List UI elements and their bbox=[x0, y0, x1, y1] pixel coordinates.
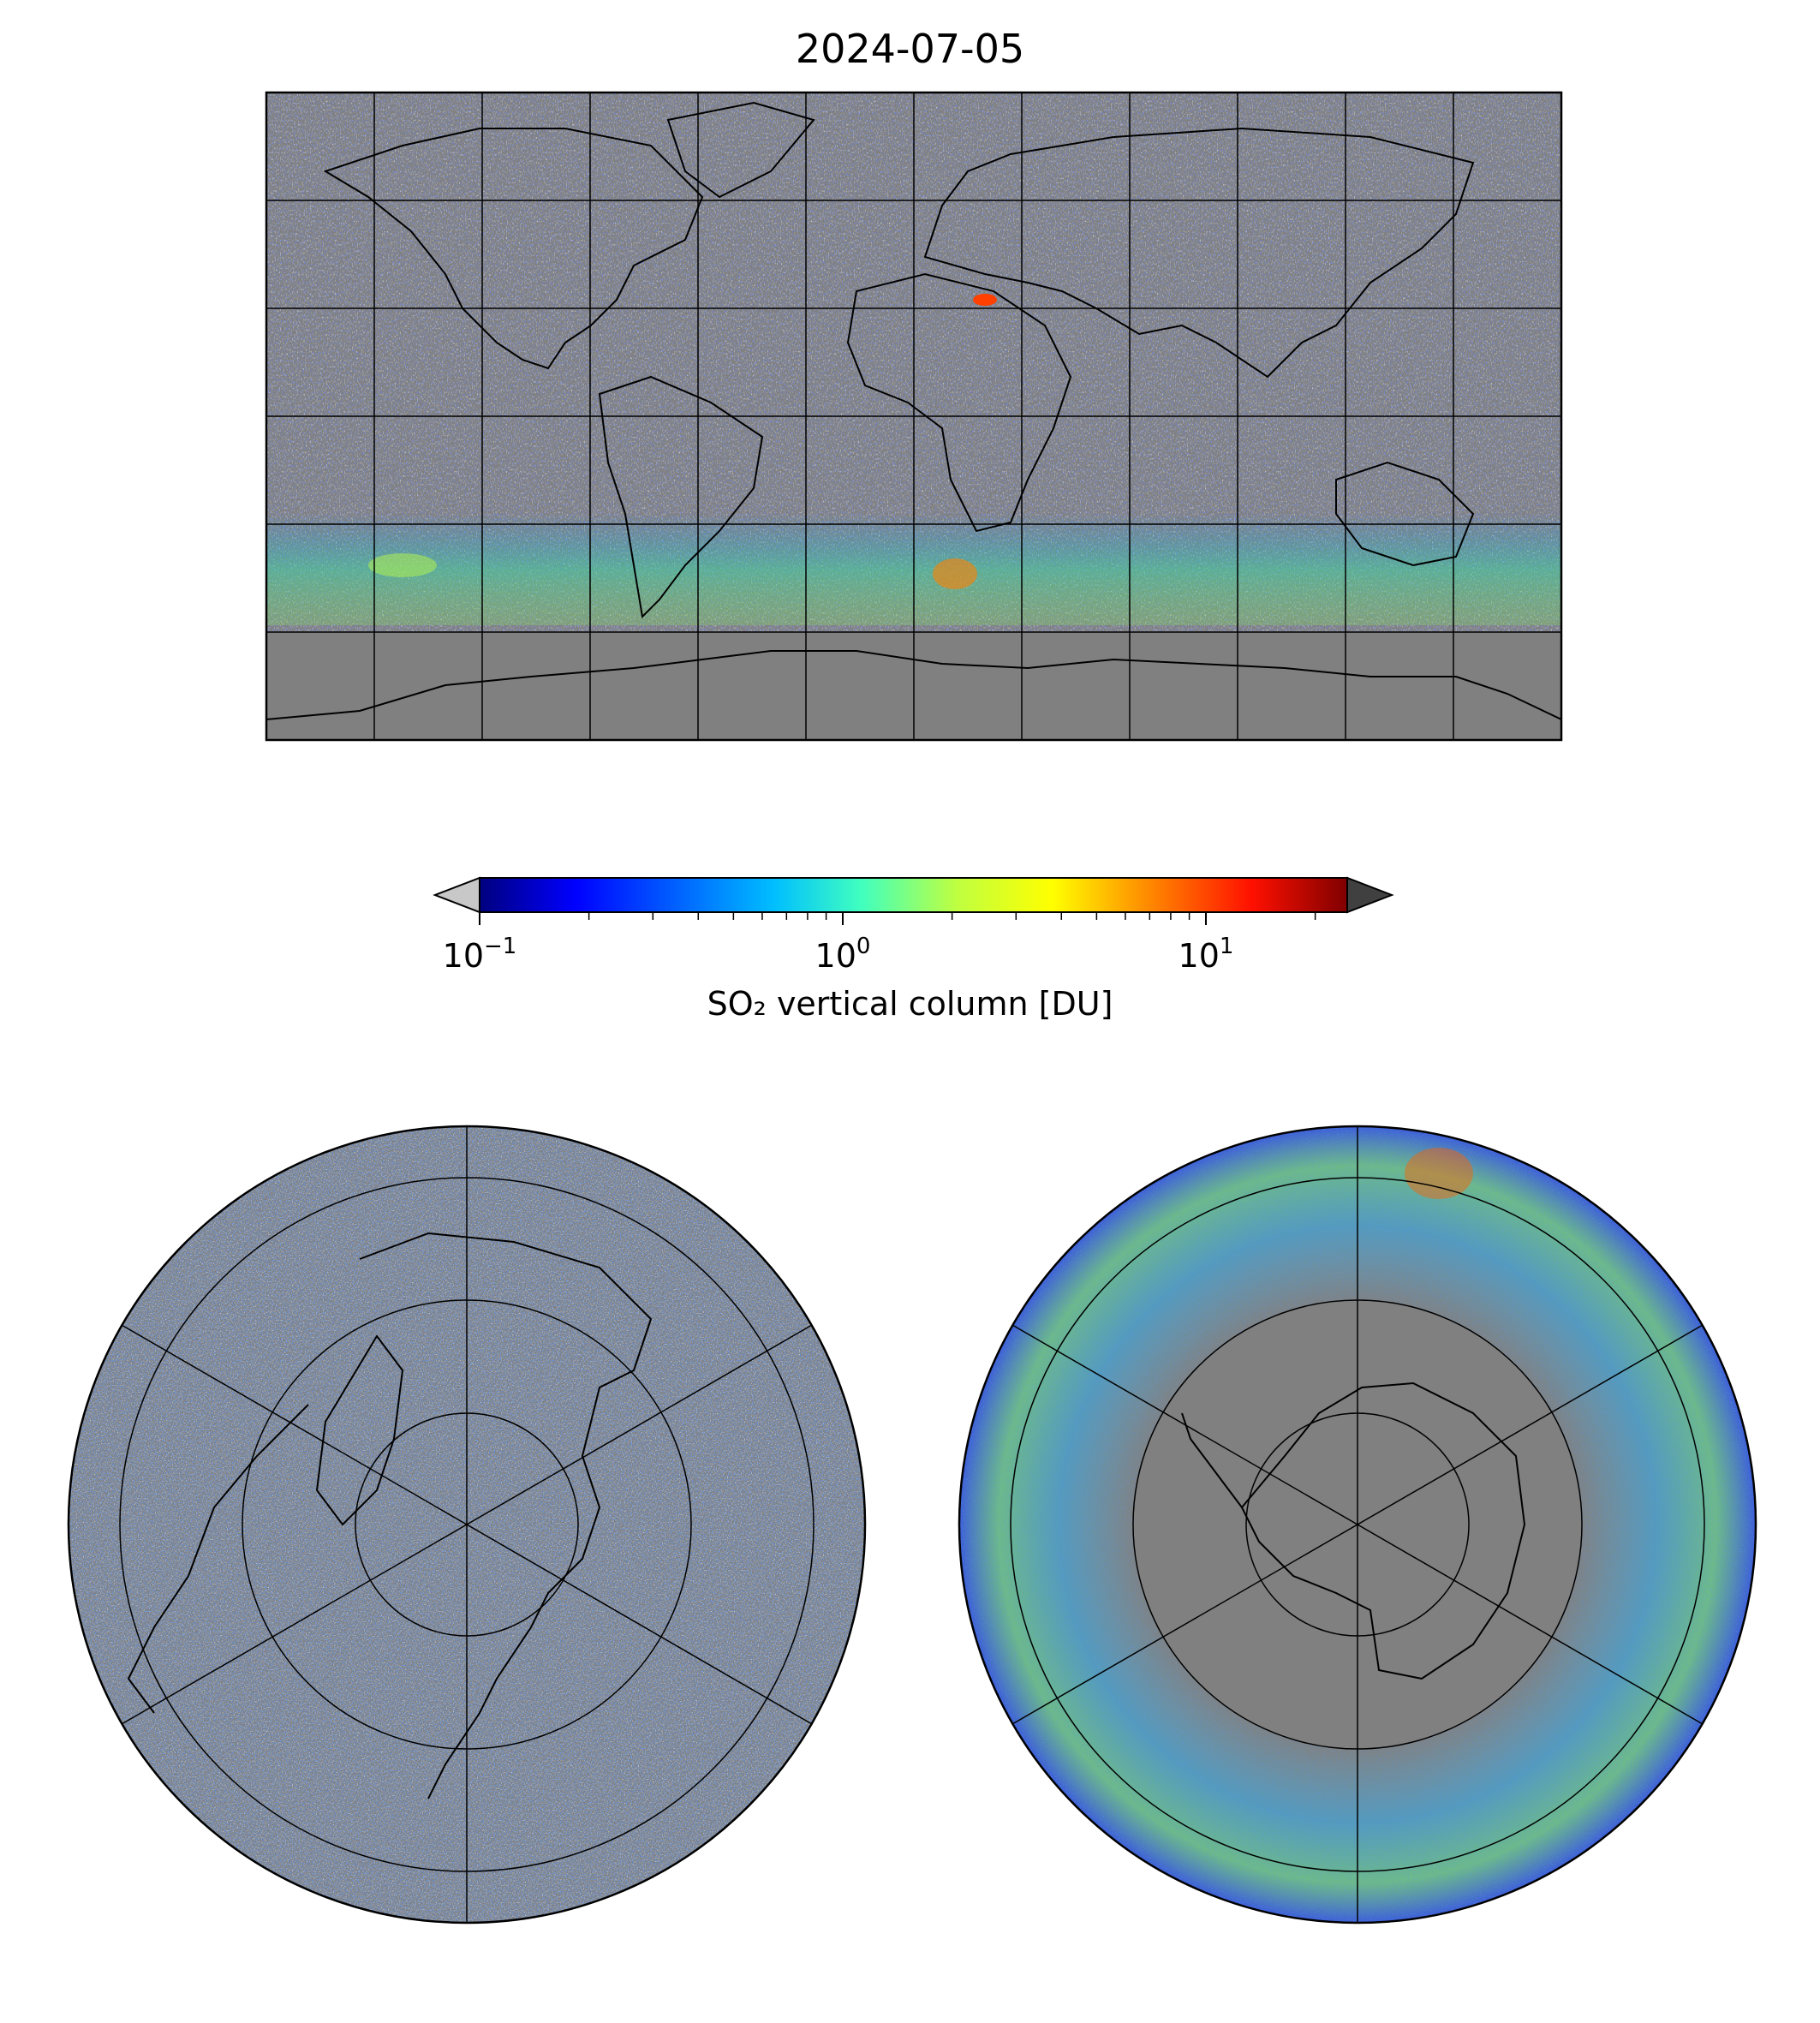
south-graticule bbox=[1010, 1126, 1705, 1923]
colorbar-tick-label-1: 100 bbox=[815, 934, 871, 975]
south-hotspot bbox=[1405, 1148, 1473, 1199]
coastline-antarctica bbox=[266, 650, 1561, 720]
north-graticule bbox=[119, 1126, 815, 1923]
coastline-australia bbox=[1335, 461, 1475, 567]
coastline-greenland bbox=[666, 101, 815, 199]
north-polar-frame bbox=[67, 1125, 867, 1925]
south-polar-frame bbox=[958, 1125, 1757, 1925]
colorbar-minor-ticks bbox=[588, 912, 1316, 920]
so2-hotspot-middle-east bbox=[973, 294, 997, 306]
coastline-north-america bbox=[323, 128, 704, 370]
so2-hotspot-pacific bbox=[368, 553, 437, 577]
colorbar-label: SO₂ vertical column [DU] bbox=[707, 985, 1113, 1023]
colorbar-major-ticks bbox=[479, 912, 1207, 925]
coastline-south-america bbox=[598, 375, 764, 619]
coastline-eurasia bbox=[923, 127, 1475, 379]
so2-hotspot-south-atlantic bbox=[933, 558, 977, 589]
colorbar-tick-label-2: 101 bbox=[1178, 934, 1234, 975]
colorbar-over-extension bbox=[1346, 876, 1394, 914]
colorbar-tick-label-0: 10−1 bbox=[442, 934, 517, 975]
coastline-africa bbox=[846, 272, 1072, 533]
global-map-frame bbox=[265, 91, 1563, 742]
north-coastline-eurasia bbox=[359, 1232, 653, 1799]
south-coastline-antarctica bbox=[1240, 1381, 1526, 1680]
figure-title: 2024-07-05 bbox=[795, 26, 1025, 72]
north-coastline-greenland bbox=[315, 1334, 404, 1526]
global-graticule bbox=[266, 92, 1561, 740]
north-coastline-america bbox=[127, 1404, 309, 1714]
colorbar-gradient bbox=[479, 877, 1348, 913]
